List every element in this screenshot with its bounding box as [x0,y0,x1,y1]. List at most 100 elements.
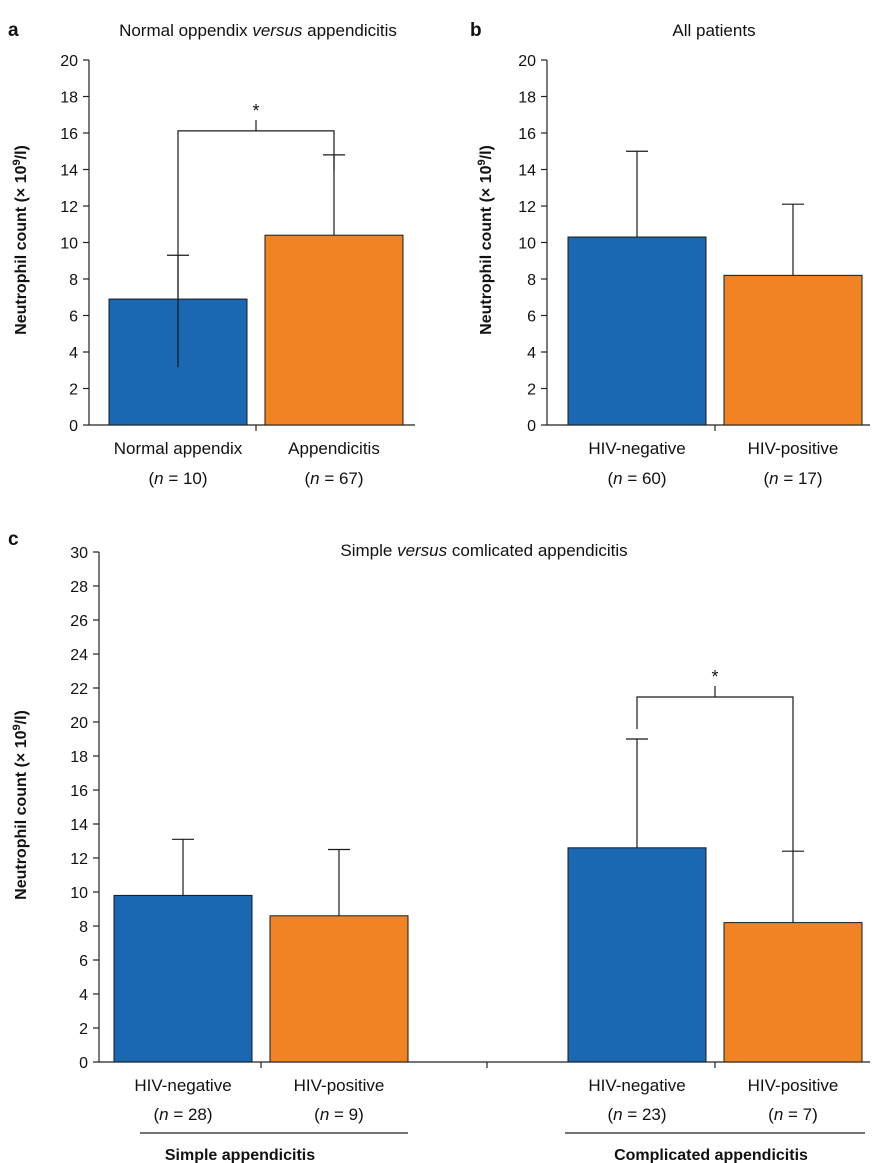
group-label: Simple appendicitis [165,1147,315,1163]
y-axis-label: Neutrophil count (× 109/l) [476,145,495,335]
bar [269,915,409,1063]
y-tick-label: 10 [70,885,88,902]
y-tick-label: 4 [527,345,536,362]
y-tick-label: 0 [79,1055,88,1072]
y-tick-label: 20 [60,53,78,70]
y-tick-label: 30 [70,545,88,562]
sample-size-n: n [159,1105,168,1124]
y-tick-label: 6 [527,309,536,326]
y-tick-label: 2 [79,1021,88,1038]
sample-size-value: = 10) [164,469,208,488]
sample-size-n: n [320,1105,329,1124]
y-tick-label: 16 [70,783,88,800]
sample-size-n: n [154,469,163,488]
y-tick-label: 16 [518,126,536,143]
chart-title: Simple versus comlicated appendicitis [340,541,627,560]
y-tick-label: 8 [79,919,88,936]
y-tick-label: 6 [79,953,88,970]
sample-size-value: = 60) [623,469,667,488]
group-label: Complicated appendicitis [614,1147,808,1163]
sample-size-n: n [310,469,319,488]
sample-size-label: (n = 28) [153,1105,212,1124]
chart-panel-c: c Simple versus comlicated appendicitis Ne… [8,529,870,1163]
sample-size-n: n [774,1105,783,1124]
bar [264,234,404,426]
y-tick-label: 28 [70,579,88,596]
sample-size-open: ( [314,1105,320,1124]
y-axis-label-tail: /l) [13,710,30,724]
y-axis-label-text: Neutrophil count (× 10 [13,730,30,899]
y-axis-label-tail: /l) [13,145,30,159]
panel-letter: b [470,20,482,41]
sample-size-label: (n = 10) [148,469,207,488]
significance-label: * [252,101,259,121]
y-tick-label: 14 [70,817,88,834]
sample-size-label: (n = 9) [314,1105,364,1124]
sample-size-open: ( [768,1105,774,1124]
sample-size-n: n [613,1105,622,1124]
sample-size-value: = 28) [169,1105,213,1124]
sample-size-open: ( [607,1105,613,1124]
chart-title-part: Simple [340,541,397,560]
y-tick-label: 22 [70,681,88,698]
chart-title-part: All patients [672,21,755,40]
y-tick-label: 12 [70,851,88,868]
y-tick-label: 2 [69,382,78,399]
y-axis-label-tail: /l) [478,145,495,159]
chart-title-part: comlicated appendicitis [447,541,627,560]
sample-size-value: = 17) [779,469,823,488]
chart-title: Normal oppendix versus appendicitis [119,21,397,40]
sample-size-label: (n = 67) [304,469,363,488]
y-axis-label-superscript: 9 [11,159,23,165]
panel-letter: c [8,529,19,550]
y-tick-label: 14 [60,163,78,180]
y-tick-label: 12 [60,199,78,216]
y-tick-label: 12 [518,199,536,216]
y-tick-label: 2 [527,382,536,399]
bar [723,274,863,426]
category-label: HIV-positive [748,1076,839,1095]
y-tick-label: 4 [79,987,88,1004]
y-tick-label: 18 [60,90,78,107]
chart-panel-b: b All patients Neutrophil count (× 109/l) 0… [470,20,870,488]
category-label: HIV-positive [748,439,839,458]
sample-size-open: ( [148,469,154,488]
sample-size-open: ( [304,469,310,488]
sample-size-label: (n = 7) [768,1105,818,1124]
y-tick-label: 10 [60,236,78,253]
significance-bracket [636,696,794,852]
category-label: HIV-negative [588,1076,685,1095]
category-label: HIV-negative [588,439,685,458]
sample-size-value: = 7) [783,1105,818,1124]
bar [567,847,707,1063]
chart-title-part: versus [397,541,448,560]
y-tick-label: 8 [69,272,78,289]
y-tick-label: 18 [518,90,536,107]
sample-size-n: n [613,469,622,488]
sample-size-open: ( [763,469,769,488]
y-tick-label: 14 [518,163,536,180]
sample-size-label: (n = 23) [607,1105,666,1124]
sample-size-value: = 9) [329,1105,364,1124]
chart-title-part: versus [252,21,303,40]
y-tick-label: 18 [70,749,88,766]
y-tick-label: 24 [70,647,88,664]
sample-size-open: ( [153,1105,159,1124]
sample-size-value: = 67) [320,469,364,488]
y-tick-label: 0 [69,418,78,435]
significance-label: * [711,667,718,687]
y-tick-label: 4 [69,345,78,362]
sample-size-open: ( [607,469,613,488]
y-tick-label: 20 [518,53,536,70]
sample-size-value: = 23) [623,1105,667,1124]
sample-size-label: (n = 60) [607,469,666,488]
category-label: HIV-positive [294,1076,385,1095]
category-label: Appendicitis [288,439,380,458]
y-tick-label: 16 [60,126,78,143]
chart-panel-a: a Normal oppendix versus appendicitis Neut… [8,20,415,488]
y-axis-label-text: Neutrophil count (× 10 [478,165,495,334]
sample-size-label: (n = 17) [763,469,822,488]
sample-size-n: n [769,469,778,488]
category-label: HIV-negative [134,1076,231,1095]
